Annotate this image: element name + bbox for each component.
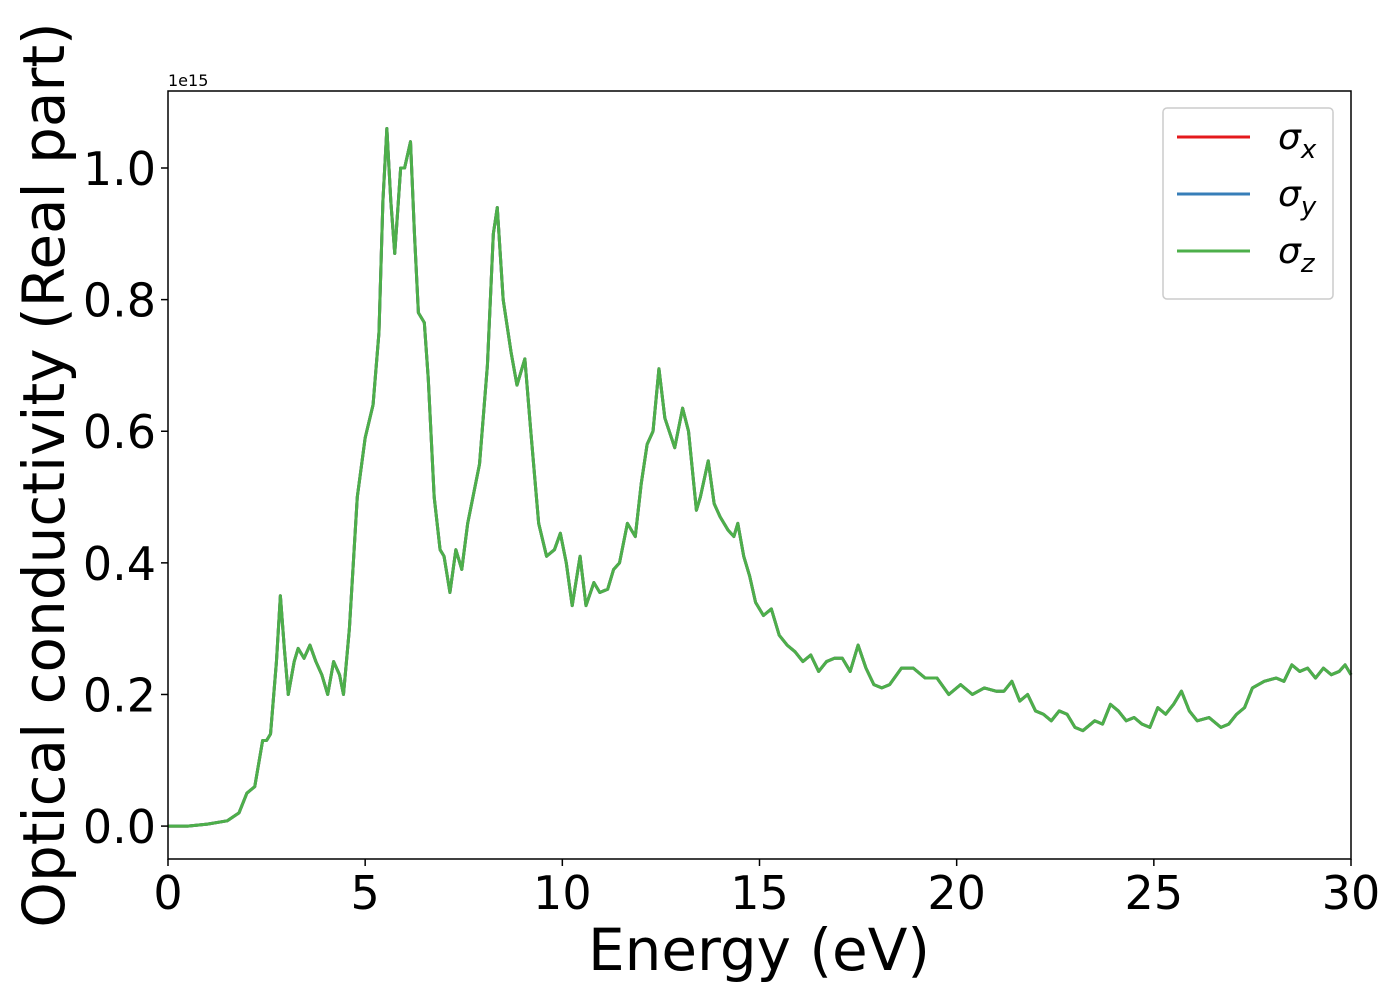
x-tick-label: 5 <box>351 866 380 920</box>
y-axis-label: Optical conductivity (Real part) <box>10 22 78 927</box>
x-tick-label: 20 <box>927 866 986 920</box>
y-tick-label: 0.4 <box>83 537 156 591</box>
y-tick-label: 0.8 <box>83 274 156 328</box>
legend-label: σy <box>1278 174 1317 222</box>
series-line <box>168 127 1353 828</box>
y-tick-label: 1.0 <box>83 142 156 196</box>
x-axis-label: Energy (eV) <box>588 916 930 984</box>
x-tick-label: 30 <box>1322 866 1381 920</box>
y-tick-label: 0.2 <box>83 668 156 722</box>
plot-frame <box>167 90 1352 860</box>
y-tick-label: 0.0 <box>83 800 156 854</box>
x-tick-label: 0 <box>153 866 182 920</box>
y-tick-label: 0.6 <box>83 405 156 459</box>
x-tick-label: 10 <box>533 866 592 920</box>
legend-label: σx <box>1278 117 1317 165</box>
legend-label: σz <box>1278 231 1316 279</box>
x-tick-label: 25 <box>1125 866 1184 920</box>
legend: σx σy σz <box>1162 107 1334 300</box>
x-tick-label: 15 <box>730 866 789 920</box>
offset-text: 1e15 <box>168 71 208 90</box>
